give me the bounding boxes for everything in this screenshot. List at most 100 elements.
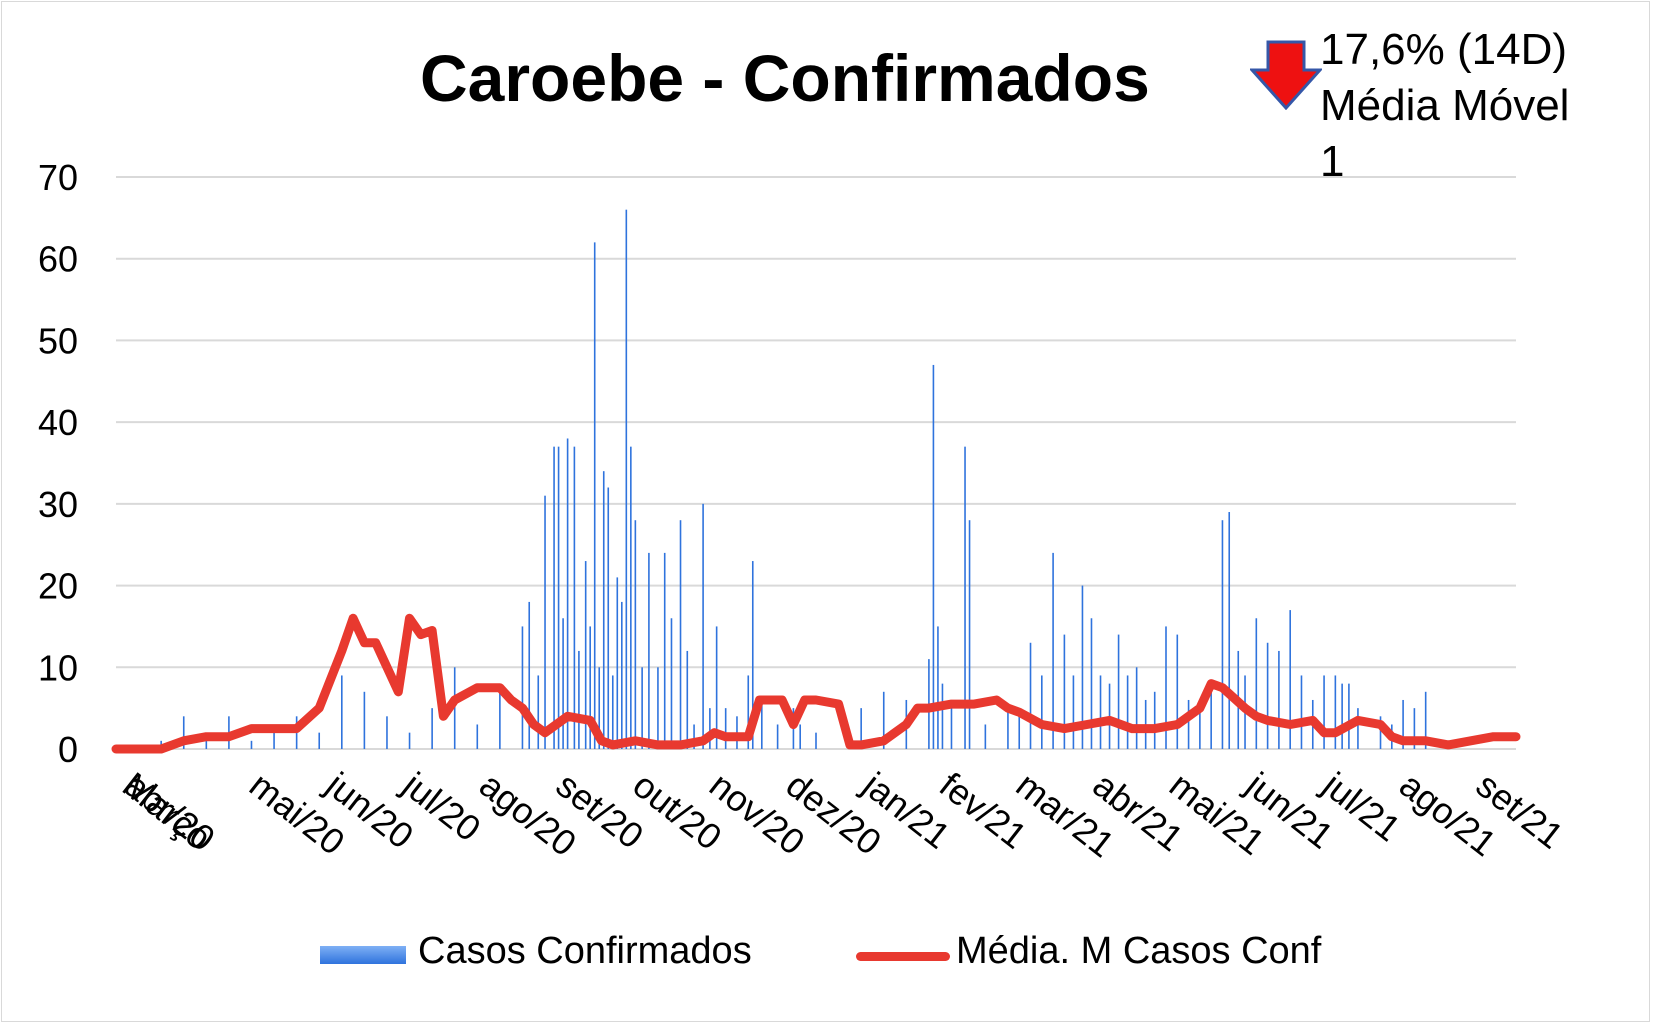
bar <box>657 667 659 749</box>
bar <box>182 716 185 749</box>
bar <box>528 601 531 749</box>
bar <box>499 691 501 749</box>
bar <box>318 732 321 749</box>
bar <box>984 724 987 749</box>
bar <box>1210 691 1212 749</box>
bar <box>625 209 628 749</box>
y-tick-label: 30 <box>38 484 78 525</box>
bar <box>1199 699 1201 749</box>
bar <box>1266 642 1269 749</box>
bar <box>663 552 666 749</box>
bar <box>1255 618 1258 749</box>
bar <box>747 675 750 749</box>
bar <box>1052 552 1054 749</box>
bar <box>616 577 619 749</box>
bar <box>1029 642 1032 749</box>
bar <box>1126 675 1129 749</box>
bar <box>702 503 704 749</box>
bar <box>1072 675 1075 749</box>
bar <box>602 471 605 749</box>
bar <box>544 495 546 749</box>
bar <box>1176 634 1179 749</box>
bar <box>593 242 596 749</box>
x-tick-label: out/20 <box>625 764 729 858</box>
bar <box>598 667 601 749</box>
bar <box>562 618 564 749</box>
bar <box>578 650 580 749</box>
bar <box>1187 699 1190 749</box>
bar <box>941 683 944 749</box>
bar <box>537 675 540 749</box>
trend-annotation: 17,6% (14D) Média Móvel 1 <box>1320 22 1569 190</box>
trend-change-text: 17,6% (14D) <box>1320 25 1568 74</box>
bar <box>476 724 479 749</box>
line-series <box>111 613 1521 754</box>
bar <box>1063 634 1066 749</box>
y-tick-label: 50 <box>38 320 78 361</box>
bar <box>1357 708 1359 749</box>
y-tick-label: 0 <box>58 729 78 770</box>
legend-swatch-bars <box>320 946 406 964</box>
bar <box>1402 699 1404 749</box>
x-tick-label: fev/21 <box>932 764 1035 857</box>
bar <box>341 675 343 749</box>
y-tick-label: 20 <box>38 566 78 607</box>
bar <box>641 667 643 749</box>
bar <box>589 626 591 749</box>
down-arrow-icon <box>1250 40 1322 110</box>
legend-label-line: Média. M Casos Conf <box>956 930 1322 972</box>
bar <box>648 552 650 749</box>
bar <box>937 626 939 749</box>
bar <box>1323 675 1325 749</box>
gridlines <box>116 176 1516 750</box>
bar <box>724 708 727 749</box>
bar <box>566 438 569 749</box>
bar <box>408 732 411 749</box>
bar <box>431 708 433 749</box>
bar <box>1135 667 1138 749</box>
bar <box>553 446 555 749</box>
bar <box>776 724 779 749</box>
bar <box>715 626 718 749</box>
bar <box>670 618 673 749</box>
bar <box>630 446 632 749</box>
bar <box>1278 650 1280 749</box>
bar <box>1099 675 1102 749</box>
legend-swatch-line <box>856 952 950 961</box>
x-tick-label: abr/20 <box>117 764 223 859</box>
bar <box>1007 708 1009 749</box>
y-tick-label: 10 <box>38 647 78 688</box>
y-tick-label: 70 <box>38 157 78 198</box>
bar <box>584 561 587 749</box>
y-axis-ticks: 0 10 20 30 40 50 60 70 <box>38 157 78 770</box>
bar <box>386 716 388 749</box>
bar <box>453 667 456 749</box>
bar <box>799 724 801 749</box>
y-tick-label: 40 <box>38 402 78 443</box>
bar <box>521 626 524 749</box>
trend-label-text: Média Móvel <box>1320 81 1570 130</box>
bar <box>1090 618 1093 749</box>
bar <box>693 724 695 749</box>
bar <box>1153 691 1156 749</box>
bar <box>1334 675 1337 749</box>
bar <box>1165 626 1167 749</box>
bar <box>634 520 637 749</box>
bar <box>1117 634 1120 749</box>
bar <box>1341 683 1343 749</box>
bar <box>1348 683 1350 749</box>
bar <box>1300 675 1303 749</box>
bar <box>1221 520 1224 749</box>
bar <box>815 732 817 749</box>
bar <box>557 446 560 749</box>
bar <box>1289 610 1291 749</box>
bar <box>1041 675 1043 749</box>
bar <box>882 691 885 749</box>
bar <box>968 520 971 749</box>
bar <box>1228 512 1231 749</box>
bar <box>1424 691 1427 749</box>
bar <box>621 601 623 749</box>
chart-title: Caroebe - Confirmados <box>420 41 1150 115</box>
